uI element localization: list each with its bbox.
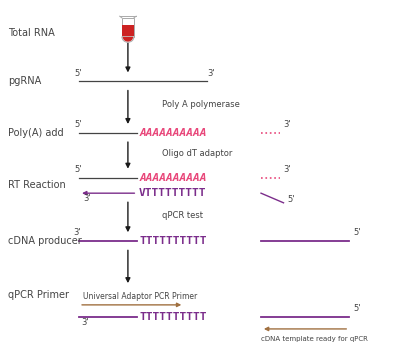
Text: 5': 5': [287, 195, 295, 204]
Text: AAAAAAAAAA: AAAAAAAAAA: [139, 128, 207, 138]
Text: 3': 3': [208, 69, 216, 78]
Text: 3': 3': [73, 228, 81, 238]
Text: qPCR Primer: qPCR Primer: [8, 290, 69, 300]
Text: 3': 3': [283, 120, 291, 129]
Wedge shape: [122, 37, 134, 42]
Text: 5': 5': [74, 165, 82, 174]
Text: cDNA template ready for qPCR: cDNA template ready for qPCR: [261, 335, 368, 341]
Text: TTTTTTTTTT: TTTTTTTTTT: [139, 312, 207, 322]
Text: RT Reaction: RT Reaction: [8, 181, 66, 190]
Text: Poly A polymerase: Poly A polymerase: [162, 100, 240, 109]
Bar: [122, 18, 134, 37]
Text: pgRNA: pgRNA: [8, 76, 41, 87]
Text: 3': 3': [81, 319, 89, 327]
Text: cDNA producer: cDNA producer: [8, 236, 82, 246]
Text: 5': 5': [353, 228, 361, 238]
Text: 3': 3': [83, 194, 91, 203]
Text: 5': 5': [74, 69, 82, 78]
Text: Total RNA: Total RNA: [8, 29, 55, 38]
Text: qPCR test: qPCR test: [162, 211, 203, 220]
Text: VTTTTTTTTT: VTTTTTTTTT: [139, 188, 207, 198]
Text: 5': 5': [74, 120, 82, 129]
Text: TTTTTTTTTT: TTTTTTTTTT: [139, 236, 207, 246]
Text: Universal Adaptor PCR Primer: Universal Adaptor PCR Primer: [83, 292, 197, 301]
Text: Poly(A) add: Poly(A) add: [8, 128, 63, 138]
Text: Oligo dT adaptor: Oligo dT adaptor: [162, 149, 232, 158]
Text: 3': 3': [283, 165, 291, 174]
Bar: [122, 25, 134, 37]
Wedge shape: [123, 37, 133, 42]
Text: 5': 5': [353, 304, 361, 313]
Text: AAAAAAAAAA: AAAAAAAAAA: [139, 173, 207, 183]
